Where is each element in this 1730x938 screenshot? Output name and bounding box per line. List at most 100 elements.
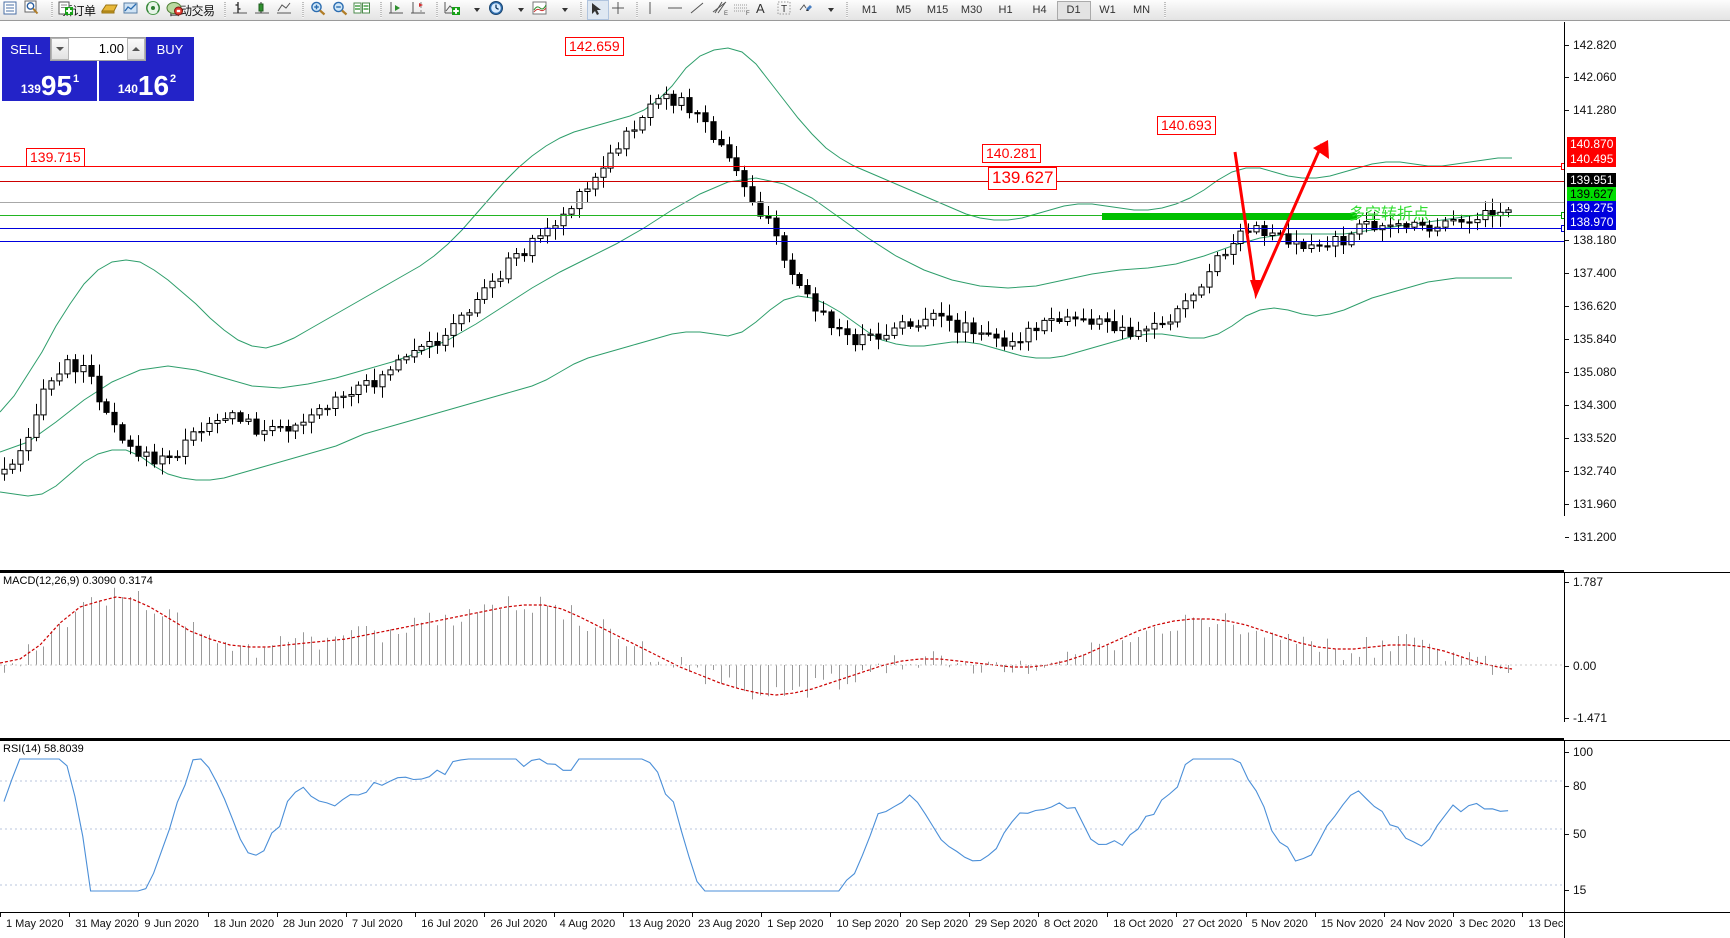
timeframe-d1[interactable]: D1 [1056,0,1091,20]
new-order-button[interactable]: 新订单 [58,0,100,20]
sell-price-display[interactable]: 139 95 1 [2,61,97,101]
rsi-tick: 15 [1565,883,1586,897]
rsi-pane[interactable]: RSI(14) 58.8039 [0,740,1564,912]
price-tick: 131.960 [1565,497,1616,511]
volume-decrease-button[interactable] [51,38,69,60]
crosshair-icon[interactable] [609,0,631,20]
price-line-140495[interactable] [0,181,1564,182]
pane-divider-macd-rsi[interactable] [0,738,1564,740]
main-toolbar[interactable]: 新订单 自动交易 [0,0,1730,21]
templates-icon[interactable] [531,0,553,20]
label-139715[interactable]: 139.715 [26,148,85,167]
rsi-series [0,758,1564,892]
timeframe-m5[interactable]: M5 [895,4,912,16]
zoom-in-icon[interactable] [309,0,331,20]
timeframe-m15[interactable]: M15 [926,4,949,16]
label-142659[interactable]: 142.659 [565,37,624,56]
price-badge-bid[interactable]: 139.275 [1567,201,1617,216]
time-tick-label: 26 Jul 2020 [490,918,548,930]
price-chart-pane[interactable]: 142.659 140.281 140.693 139.627 139.715 … [0,22,1568,516]
price-tick: 138.180 [1565,233,1616,247]
macd-title: MACD(12,26,9) 0.3090 0.3174 [3,575,153,587]
timeframe-m30[interactable]: M30 [960,4,983,16]
timeframe-h1[interactable]: H1 [998,4,1013,16]
horizontal-line-icon[interactable] [665,0,687,20]
timeframe-h4[interactable]: H4 [1032,4,1047,16]
time-tick [276,913,278,917]
price-axis[interactable]: 142.820 142.060 141.280 138.180 137.400 … [1564,22,1730,544]
price-tick: 141.280 [1565,103,1616,117]
zoom-out-icon[interactable] [331,0,353,20]
toolbar-separator [578,1,584,19]
period-clock-icon[interactable] [487,0,509,20]
time-tick [830,913,832,917]
price-tick: 135.080 [1565,365,1616,379]
time-tick [1453,913,1455,917]
price-badge-lower[interactable]: 138.970 [1567,215,1617,230]
autoscroll-icon[interactable] [387,0,409,20]
text-label-icon[interactable]: A [753,0,775,20]
label-140281[interactable]: 140.281 [982,144,1041,163]
one-click-trading-panel[interactable]: SELL 1.00 BUY 139 95 1 140 16 2 [2,37,194,101]
market-watch-icon[interactable] [122,0,144,20]
indicators-dropdown[interactable] [465,0,487,20]
drawings-dropdown[interactable] [819,0,841,20]
timeframe-w1[interactable]: W1 [1099,4,1116,16]
time-axis[interactable]: 1 May 2020 31 May 2020 9 Jun 2020 18 Jun 20… [0,912,1591,938]
projection-arrow[interactable] [0,22,1564,516]
autotrade-button[interactable]: 自动交易 [166,0,219,20]
cursor-icon[interactable] [586,0,609,20]
candlestick-chart-icon[interactable] [253,0,275,20]
period-dropdown[interactable] [509,0,531,20]
macd-axis[interactable]: 1.787 0.00 -1.471 [1564,572,1730,725]
fibonacci-icon[interactable]: E [709,0,731,20]
time-axis-corner [1564,912,1730,938]
price-badge-last[interactable]: 139.951 [1567,173,1617,188]
time-tick-label: 9 Jun 2020 [144,918,199,930]
price-tick: 133.520 [1565,431,1616,445]
time-tick [346,913,348,917]
split-view-icon[interactable] [353,0,375,20]
chart-shift-icon[interactable] [409,0,431,20]
price-tick: 142.820 [1565,38,1616,52]
timeframe-m1[interactable]: M1 [861,4,878,16]
buy-price-display[interactable]: 140 16 2 [99,61,194,101]
trendline-icon[interactable] [687,0,709,20]
label-139627[interactable]: 139.627 [988,167,1058,190]
label-140693[interactable]: 140.693 [1157,116,1216,135]
line-chart-icon[interactable] [275,0,297,20]
time-tick [553,913,555,917]
bar-chart-icon[interactable] [231,0,253,20]
buy-button[interactable]: BUY [146,37,194,61]
pane-divider-main-macd[interactable] [0,570,1564,572]
price-tick: 134.300 [1565,398,1616,412]
volume-input[interactable]: 1.00 [69,38,127,60]
price-line-138970[interactable] [0,241,1564,242]
sell-button[interactable]: SELL [2,37,50,61]
list-icon[interactable] [2,0,24,20]
text-box-icon[interactable]: T [775,0,797,20]
rsi-axis[interactable]: 100 80 50 15 [1564,740,1730,912]
rsi-title: RSI(14) 58.8039 [3,743,84,755]
vertical-line-icon[interactable] [643,0,665,20]
support-zone-marker[interactable] [1102,213,1357,220]
gold-bar-icon[interactable] [100,0,122,20]
macd-tick: 1.787 [1565,575,1603,589]
templates-dropdown[interactable] [553,0,575,20]
volume-stepper[interactable]: 1.00 [50,37,146,61]
channel-icon[interactable]: F [731,0,753,20]
volume-increase-button[interactable] [127,38,145,60]
timeframe-mn[interactable]: MN [1132,4,1151,16]
note-turning-point[interactable]: 多空转折点 [1349,204,1430,223]
price-badge-ask[interactable]: 140.870 [1567,137,1617,152]
price-badge-resistance[interactable]: 140.495 [1567,152,1617,167]
macd-pane[interactable]: MACD(12,26,9) 0.3090 0.3174 [0,572,1564,722]
zoom-find-icon[interactable] [24,0,46,20]
price-badge-support[interactable]: 139.627 [1567,187,1617,202]
time-tick-label: 28 Jun 2020 [282,918,344,930]
svg-text:E: E [724,11,728,17]
indicators-icon[interactable] [443,0,465,20]
signal-icon[interactable] [144,0,166,20]
drawings-icon[interactable] [797,0,819,20]
price-line-139951[interactable] [0,202,1564,203]
